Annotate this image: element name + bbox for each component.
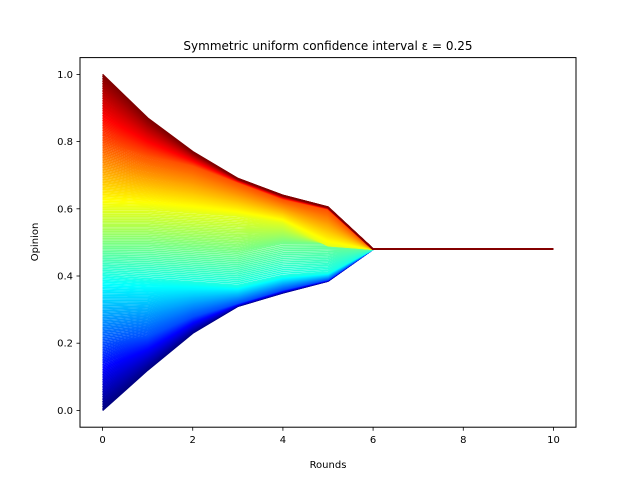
- plot-area-frame: [79, 57, 577, 428]
- opinion-trajectory: [101, 73, 554, 250]
- y-tick-label: 0.2: [57, 339, 73, 350]
- y-tick-label: 0.4: [57, 272, 73, 283]
- y-axis-ticks: 0.0 0.2 0.4 0.6 0.8 1.0: [57, 70, 80, 417]
- y-tick-label: 0.6: [57, 204, 73, 215]
- x-axis-label: Rounds: [310, 460, 347, 471]
- chart-title: Symmetric uniform confidence interval ε …: [183, 39, 472, 53]
- y-tick-label: 1.0: [57, 70, 73, 81]
- x-tick-label: 10: [547, 435, 560, 446]
- y-axis-label: Opinion: [30, 223, 41, 262]
- x-axis-ticks: 0 2 4 6 8 10: [99, 427, 560, 446]
- y-tick-label: 0.8: [57, 137, 73, 148]
- opinion-trajectories: [101, 73, 554, 411]
- x-tick-label: 4: [280, 435, 286, 446]
- x-tick-label: 0: [99, 435, 105, 446]
- x-tick-label: 6: [370, 435, 376, 446]
- x-tick-label: 2: [190, 435, 196, 446]
- x-tick-label: 8: [460, 435, 466, 446]
- y-tick-label: 0.0: [57, 406, 73, 417]
